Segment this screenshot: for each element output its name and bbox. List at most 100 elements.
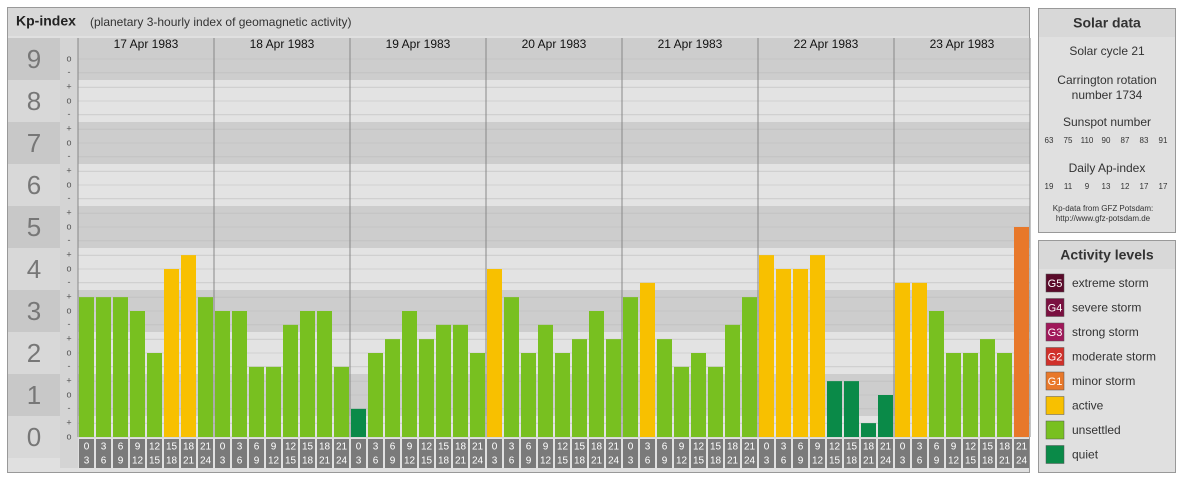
x-tick-label: 18 xyxy=(319,442,331,453)
x-tick-label: 24 xyxy=(336,456,348,467)
minor-tick-label: o xyxy=(66,347,71,357)
minor-tick-label: + xyxy=(66,82,71,92)
x-label-cell xyxy=(997,439,1012,468)
x-tick-label: 3 xyxy=(237,442,243,453)
band xyxy=(78,416,1030,437)
bar xyxy=(164,269,179,437)
bar xyxy=(198,297,213,437)
x-tick-label: 21 xyxy=(472,442,484,453)
minor-tick-label: o xyxy=(66,431,71,441)
minor-tick-label: + xyxy=(66,250,71,260)
legend-label: extreme storm xyxy=(1072,276,1149,290)
x-tick-label: 15 xyxy=(166,442,178,453)
levels-header xyxy=(1039,241,1175,269)
x-label-cell xyxy=(912,439,927,468)
bar xyxy=(215,311,230,437)
day-label: 22 Apr 1983 xyxy=(794,37,859,51)
x-tick-label: 9 xyxy=(951,442,957,453)
x-tick-label: 21 xyxy=(591,456,603,467)
x-label-cell xyxy=(300,439,315,468)
x-label-cell xyxy=(589,439,604,468)
x-tick-label: 9 xyxy=(543,442,549,453)
x-tick-label: 18 xyxy=(846,456,858,467)
x-tick-label: 9 xyxy=(526,456,532,467)
x-tick-label: 0 xyxy=(356,442,362,453)
x-label-cell xyxy=(572,439,587,468)
carrington: number 1734 xyxy=(1072,88,1143,102)
minor-tick-label: + xyxy=(66,334,71,344)
legend-code: G2 xyxy=(1048,351,1063,363)
day-label: 18 Apr 1983 xyxy=(250,37,315,51)
x-tick-label: 21 xyxy=(200,442,212,453)
legend-swatch xyxy=(1045,322,1065,342)
bar xyxy=(351,408,366,437)
y-tick-label: 6 xyxy=(27,170,41,200)
x-label-cell xyxy=(657,439,672,468)
bar xyxy=(334,366,349,437)
x-label-cell xyxy=(266,439,281,468)
x-tick-label: 15 xyxy=(982,442,994,453)
x-tick-label: 15 xyxy=(574,442,586,453)
x-tick-label: 12 xyxy=(829,442,841,453)
sunspot-value: 87 xyxy=(1121,136,1130,145)
ap-value: 13 xyxy=(1102,182,1111,191)
x-tick-label: 18 xyxy=(574,456,586,467)
solar-cycle: Solar cycle 21 xyxy=(1069,44,1145,58)
x-label-cell xyxy=(810,439,825,468)
x-label-cell xyxy=(130,439,145,468)
ap-title: Daily Ap-index xyxy=(1069,161,1146,175)
y-label-cell xyxy=(8,290,60,332)
day-label: 21 Apr 1983 xyxy=(658,37,723,51)
x-tick-label: 6 xyxy=(254,442,260,453)
legend-swatch xyxy=(1045,396,1065,415)
x-tick-label: 18 xyxy=(183,442,195,453)
x-label-cell xyxy=(844,439,859,468)
source-url: http://www.gfz-potsdam.de xyxy=(1056,214,1151,223)
x-label-cell xyxy=(198,439,213,468)
bar xyxy=(589,311,604,437)
x-tick-label: 6 xyxy=(373,456,379,467)
x-tick-label: 3 xyxy=(509,442,515,453)
bar xyxy=(725,324,740,437)
x-tick-label: 15 xyxy=(438,442,450,453)
x-label-cell xyxy=(963,439,978,468)
minor-tick-label: - xyxy=(68,151,71,161)
x-tick-label: 12 xyxy=(285,442,297,453)
x-tick-label: 15 xyxy=(693,456,705,467)
bar xyxy=(487,269,502,437)
x-label-cell xyxy=(164,439,179,468)
y-tick-label: 8 xyxy=(27,86,41,116)
minor-tick-label: o xyxy=(66,179,71,189)
x-label-cell xyxy=(538,439,553,468)
legend-code: G1 xyxy=(1048,376,1063,388)
y-tick-label: 4 xyxy=(27,254,41,284)
x-label-cell xyxy=(946,439,961,468)
x-tick-label: 12 xyxy=(404,456,416,467)
x-tick-label: 3 xyxy=(101,442,107,453)
x-tick-label: 6 xyxy=(798,442,804,453)
x-tick-label: 21 xyxy=(999,456,1011,467)
x-tick-label: 15 xyxy=(285,456,297,467)
y-label-cell xyxy=(8,206,60,248)
x-tick-label: 0 xyxy=(220,442,226,453)
x-label-cell xyxy=(504,439,519,468)
x-label-cell xyxy=(249,439,264,468)
x-label-cell xyxy=(980,439,995,468)
x-tick-label: 24 xyxy=(200,456,212,467)
x-label-cell xyxy=(385,439,400,468)
bar xyxy=(827,381,842,437)
x-tick-label: 6 xyxy=(118,442,124,453)
x-tick-label: 6 xyxy=(662,442,668,453)
y-label-cell xyxy=(8,164,60,206)
ap-value: 12 xyxy=(1121,182,1130,191)
chart-title: Kp-index xyxy=(16,13,76,29)
bar xyxy=(657,339,672,437)
x-label-cell xyxy=(436,439,451,468)
x-tick-label: 12 xyxy=(268,456,280,467)
x-tick-label: 12 xyxy=(965,442,977,453)
x-label-cell xyxy=(334,439,349,468)
minor-tick-label: + xyxy=(66,292,71,302)
header xyxy=(8,8,1029,36)
legend-label: minor storm xyxy=(1072,374,1135,388)
